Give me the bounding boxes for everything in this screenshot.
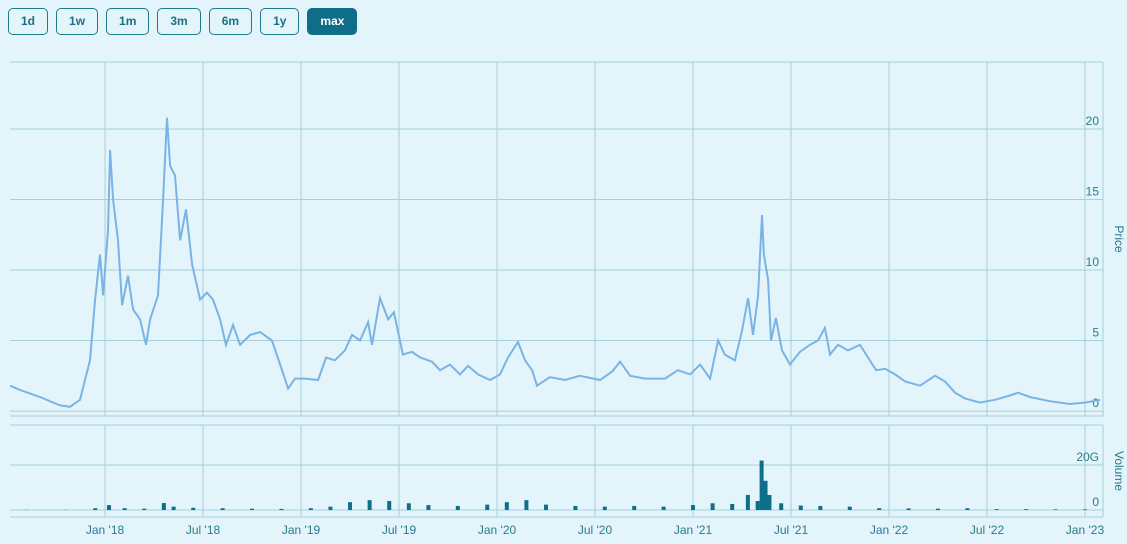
y-tick-label: 0 — [1092, 495, 1099, 509]
y-tick-label: 0 — [1092, 396, 1099, 410]
volume-bar — [632, 505, 637, 511]
x-tick-label: Jul '20 — [578, 523, 613, 537]
volume-bar — [367, 500, 372, 511]
volume-bar — [171, 506, 176, 511]
x-tick-label: Jul '22 — [970, 523, 1005, 537]
x-tick-label: Jul '21 — [774, 523, 809, 537]
volume-bar — [455, 505, 460, 511]
range-buttons: 1d 1w 1m 3m 6m 1y max — [8, 8, 358, 35]
volume-bar — [524, 500, 529, 511]
range-button[interactable]: max — [307, 8, 358, 35]
x-tick-label: Jan '19 — [282, 523, 321, 537]
y-tick-label: 20G — [1076, 450, 1099, 464]
range-button[interactable]: 6m — [208, 8, 253, 35]
volume-bar — [142, 508, 147, 511]
range-button[interactable]: 1m — [106, 8, 150, 35]
x-tick-label: Jan '23 — [1066, 523, 1105, 537]
price-line — [9, 117, 1101, 408]
x-tick-label: Jul '19 — [382, 523, 417, 537]
volume-bar — [328, 506, 333, 511]
volume-bar — [220, 508, 225, 511]
volume-bar — [691, 505, 696, 511]
volume-bar — [779, 503, 784, 511]
volume-bar — [1053, 509, 1058, 511]
x-tick-label: Jul '18 — [186, 523, 221, 537]
x-tick-label: Jan '18 — [86, 523, 125, 537]
volume-bar — [308, 508, 313, 511]
volume-bar — [906, 508, 911, 511]
volume-bar — [573, 505, 578, 511]
volume-bar — [755, 501, 760, 511]
volume-bar — [847, 506, 852, 511]
x-tick-label: Jan '20 — [478, 523, 517, 537]
volume-bar — [1082, 509, 1087, 511]
volume-bar — [935, 508, 940, 511]
volume-bar — [161, 503, 166, 511]
volume-bar — [250, 508, 255, 511]
volume-bar — [348, 502, 353, 511]
volume-bar — [1024, 509, 1029, 511]
volume-bar — [544, 504, 549, 511]
volume-bar — [710, 503, 715, 511]
volume-bar — [759, 460, 764, 511]
volume-bar — [93, 508, 98, 511]
y-tick-label: 15 — [1086, 185, 1100, 199]
volume-bar — [191, 507, 196, 511]
range-button[interactable]: 1y — [260, 8, 300, 35]
range-button[interactable]: 1w — [56, 8, 99, 35]
range-button[interactable]: 3m — [157, 8, 201, 35]
volume-bar — [602, 506, 607, 511]
volume-bar — [122, 508, 127, 511]
y-tick-label: 10 — [1086, 255, 1100, 269]
volume-bar — [798, 505, 803, 511]
volume-bar — [767, 494, 772, 511]
range-button[interactable]: 1d — [8, 8, 49, 35]
y-axis-label: Price — [1112, 225, 1126, 253]
volume-bar — [426, 505, 431, 511]
volume-bar — [485, 504, 490, 511]
volume-bar — [965, 508, 970, 511]
volume-bar — [730, 503, 735, 511]
volume-bar — [279, 508, 284, 511]
x-tick-label: Jan '21 — [674, 523, 713, 537]
volume-bar — [994, 509, 999, 511]
y-tick-label: 20 — [1086, 114, 1100, 128]
y-axis-label: Volume — [1112, 451, 1126, 491]
volume-bar — [745, 494, 750, 511]
volume-bar — [106, 505, 111, 511]
volume-bar — [387, 501, 392, 511]
volume-bar — [661, 506, 666, 511]
volume-bar — [406, 503, 411, 511]
volume-bar — [763, 480, 768, 511]
volume-bar — [504, 502, 509, 511]
x-tick-label: Jan '22 — [870, 523, 909, 537]
volume-bar — [818, 505, 823, 511]
y-tick-label: 5 — [1092, 326, 1099, 340]
volume-bar — [877, 508, 882, 511]
